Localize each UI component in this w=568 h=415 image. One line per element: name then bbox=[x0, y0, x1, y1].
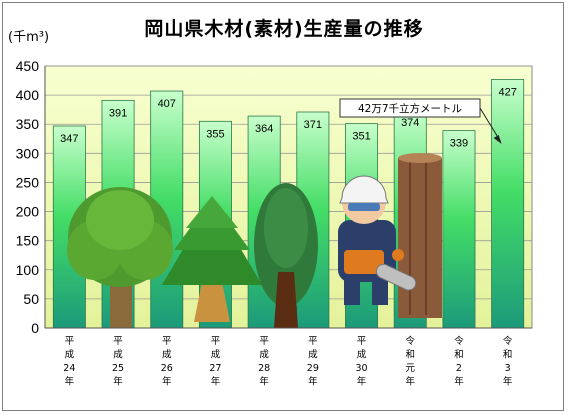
x-tick-label: 年 bbox=[357, 376, 367, 388]
x-tick-label: 元 bbox=[405, 363, 415, 374]
bar bbox=[442, 130, 476, 329]
x-tick-label: 成 bbox=[162, 349, 172, 361]
x-tick-label: 年 bbox=[405, 376, 415, 388]
x-tick-label: 年 bbox=[503, 376, 513, 388]
broadleaf-tree-icon bbox=[67, 187, 173, 328]
x-tick-label: 30 bbox=[356, 363, 368, 374]
y-tick-label: 400 bbox=[16, 87, 40, 103]
x-tick-label: 令 bbox=[454, 335, 464, 347]
x-tick-label: 年 bbox=[162, 376, 172, 388]
annotation-arrow bbox=[479, 107, 501, 141]
x-tick-label: 27 bbox=[209, 363, 221, 374]
y-tick-label: 200 bbox=[16, 204, 40, 220]
value-labels: 347 391 407 355 364 371 351 374 339 427 bbox=[60, 86, 517, 149]
y-tick-label: 100 bbox=[16, 262, 40, 278]
chart-title: 岡山県木材(素材)生産量の推移 bbox=[144, 18, 424, 40]
bar-value-label: 351 bbox=[352, 131, 370, 143]
x-tick-label: 3 bbox=[505, 363, 511, 374]
bar-value-label: 391 bbox=[109, 107, 127, 119]
x-tick-label: 和 bbox=[503, 350, 513, 361]
x-tick-label: 28 bbox=[258, 363, 270, 374]
x-tick-label: 平 bbox=[65, 336, 75, 347]
axes bbox=[44, 66, 532, 329]
x-tick-label: 年 bbox=[113, 376, 123, 388]
y-tick-label: 0 bbox=[31, 320, 39, 336]
x-tick-label: 平 bbox=[113, 336, 123, 347]
x-tick-label: 令 bbox=[405, 335, 415, 347]
y-tick-label: 250 bbox=[16, 174, 40, 190]
y-tick-label: 150 bbox=[16, 233, 40, 249]
y-tick-label: 50 bbox=[23, 291, 39, 307]
y-tick-label: 450 bbox=[16, 58, 40, 74]
x-tick-label: 年 bbox=[259, 376, 269, 388]
bar-value-label: 347 bbox=[60, 133, 78, 145]
x-tick-label: 成 bbox=[308, 349, 318, 361]
bar-value-label: 371 bbox=[304, 119, 322, 131]
x-tick-label: 年 bbox=[454, 376, 464, 388]
bar-value-label: 407 bbox=[158, 98, 176, 110]
bar-value-label: 374 bbox=[401, 117, 419, 129]
x-axis-labels: 平成24年平成25年平成26年平成27年平成28年平成29年平成30年令和元年令… bbox=[63, 335, 513, 388]
bar-value-label: 364 bbox=[255, 123, 273, 135]
x-tick-label: 年 bbox=[308, 376, 318, 388]
x-tick-label: 令 bbox=[503, 335, 513, 347]
x-tick-label: 平 bbox=[162, 336, 172, 347]
x-tick-label: 平 bbox=[308, 336, 318, 347]
annotation-arrowhead bbox=[493, 135, 502, 144]
x-tick-label: 年 bbox=[65, 376, 75, 388]
x-tick-label: 成 bbox=[357, 349, 367, 361]
x-tick-label: 成 bbox=[259, 349, 269, 361]
x-tick-label: 2 bbox=[456, 363, 462, 374]
x-tick-label: 平 bbox=[211, 336, 221, 347]
cut-log-icon bbox=[398, 153, 442, 318]
y-axis-labels: 0 50 100 150 200 250 300 350 400 450 bbox=[16, 58, 40, 336]
bar-value-label: 339 bbox=[450, 138, 468, 150]
illustration bbox=[67, 153, 442, 328]
y-tick-label: 300 bbox=[16, 145, 40, 161]
x-tick-label: 25 bbox=[112, 363, 124, 374]
x-tick-label: 平 bbox=[259, 336, 269, 347]
y-axis-unit: (千m³) bbox=[8, 30, 50, 45]
x-tick-label: 平 bbox=[357, 336, 367, 347]
cedar-tree-icon bbox=[162, 196, 262, 322]
x-tick-label: 成 bbox=[65, 349, 75, 361]
bar bbox=[491, 78, 525, 329]
x-tick-label: 和 bbox=[454, 350, 464, 361]
x-tick-label: 26 bbox=[161, 363, 173, 374]
bar-value-label: 427 bbox=[498, 86, 516, 98]
x-tick-label: 成 bbox=[211, 349, 221, 361]
x-tick-label: 成 bbox=[113, 349, 123, 361]
annotation-text: 42万7千立方メートル bbox=[358, 102, 462, 115]
bar-value-label: 355 bbox=[206, 128, 224, 140]
x-tick-label: 和 bbox=[405, 350, 415, 361]
x-tick-label: 24 bbox=[63, 363, 75, 374]
cypress-tree-icon bbox=[254, 183, 318, 328]
y-tick-label: 350 bbox=[16, 116, 40, 132]
x-tick-label: 29 bbox=[307, 363, 319, 374]
x-tick-label: 年 bbox=[211, 376, 221, 388]
lumberjack-chainsaw-icon bbox=[338, 175, 417, 305]
annotation-callout: 42万7千立方メートル bbox=[339, 98, 502, 144]
